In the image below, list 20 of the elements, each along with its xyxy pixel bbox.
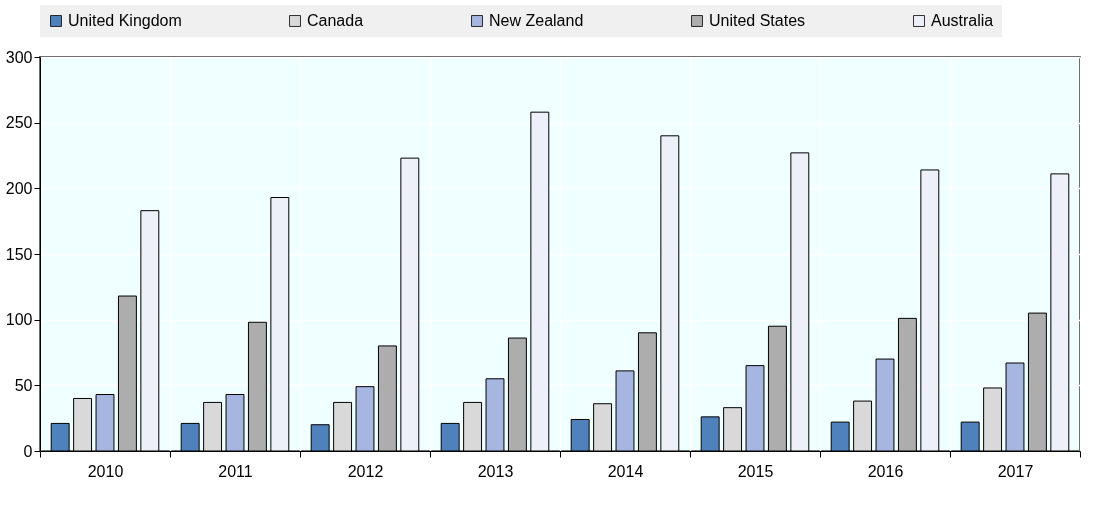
x-tick-label: 2014 bbox=[607, 462, 644, 480]
legend-label: United States bbox=[709, 12, 806, 29]
x-tick-label: 2010 bbox=[87, 462, 124, 480]
y-tick-label: 300 bbox=[5, 48, 33, 66]
y-tick-label: 0 bbox=[23, 442, 33, 460]
x-tick-label: 2017 bbox=[997, 462, 1034, 480]
x-tick-label: 2011 bbox=[218, 462, 253, 480]
legend-label: New Zealand bbox=[489, 12, 584, 29]
x-tick-label: 2013 bbox=[477, 462, 514, 480]
y-tick-label: 50 bbox=[14, 376, 33, 394]
legend-label: United Kingdom bbox=[68, 12, 182, 29]
legend-label: Canada bbox=[307, 12, 364, 29]
x-tick-label: 2015 bbox=[737, 462, 774, 480]
y-tick-label: 150 bbox=[5, 245, 33, 263]
x-tick-label: 2012 bbox=[347, 462, 384, 480]
x-tick-label: 2016 bbox=[867, 462, 904, 480]
y-tick-label: 250 bbox=[5, 114, 33, 132]
legend-label: Australia bbox=[931, 12, 994, 29]
y-tick-label: 100 bbox=[5, 311, 33, 329]
y-tick-label: 200 bbox=[5, 179, 33, 197]
